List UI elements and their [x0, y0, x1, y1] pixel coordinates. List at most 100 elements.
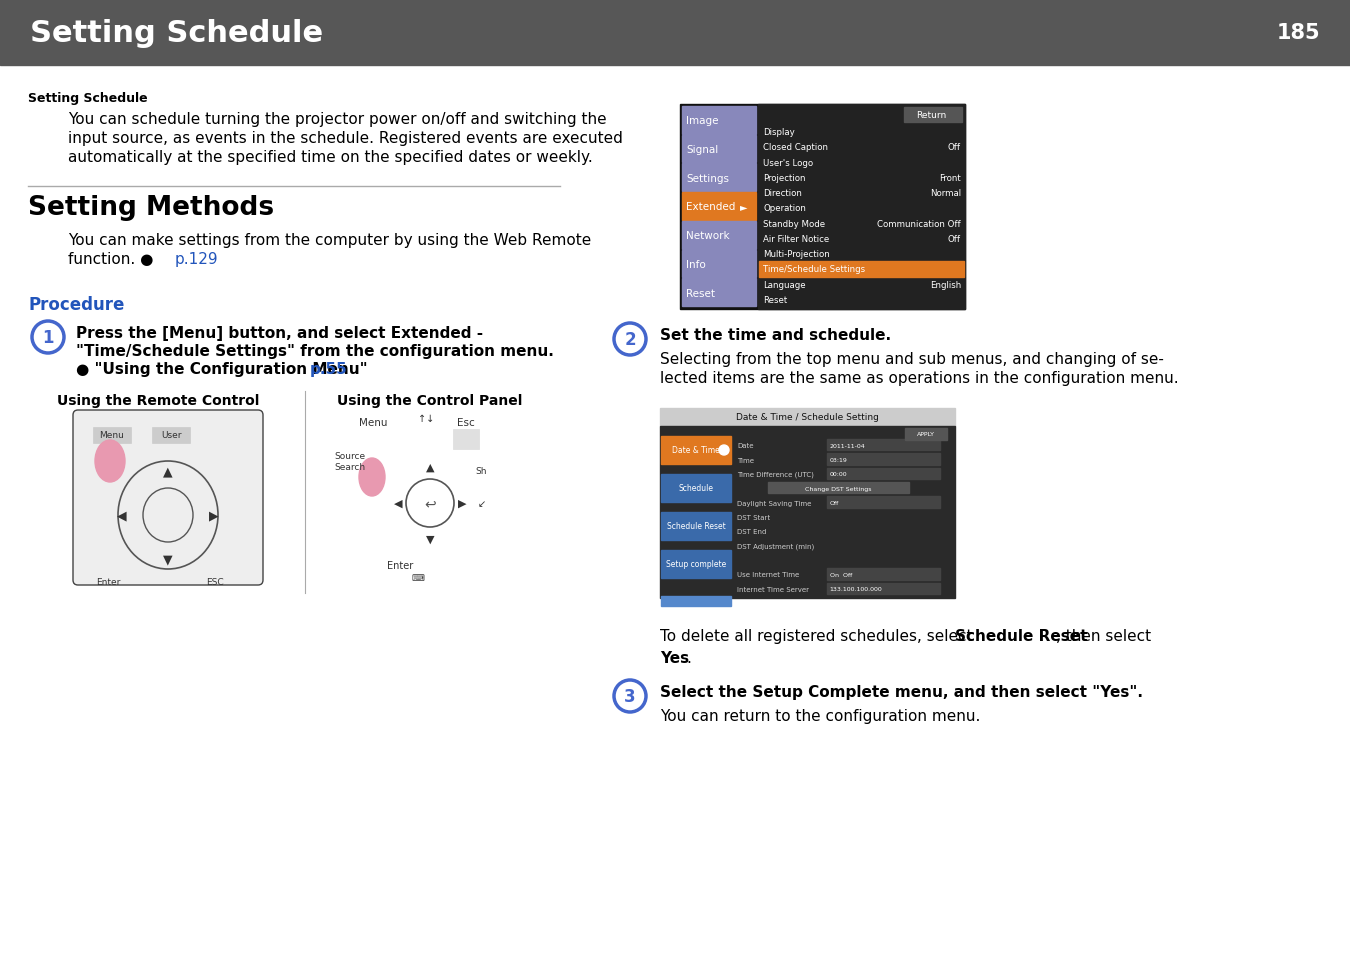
Text: Date & Time / Schedule Setting: Date & Time / Schedule Setting: [736, 413, 879, 422]
Bar: [826, 454, 940, 465]
Text: DST Start: DST Start: [737, 515, 769, 520]
Text: Extended: Extended: [686, 202, 736, 213]
Text: ▶: ▶: [209, 509, 219, 522]
Bar: [153, 428, 190, 443]
Bar: [680, 105, 965, 310]
FancyBboxPatch shape: [73, 411, 263, 585]
Text: Direction: Direction: [763, 189, 802, 198]
Text: Setting Schedule: Setting Schedule: [30, 18, 323, 48]
Text: Settings: Settings: [686, 173, 729, 184]
Text: Front: Front: [940, 173, 961, 183]
Text: Setup complete: Setup complete: [666, 560, 726, 569]
Text: Sh: Sh: [475, 467, 486, 476]
Text: Network: Network: [686, 231, 729, 241]
Text: Date: Date: [737, 443, 753, 449]
Bar: [682, 279, 756, 307]
Text: automatically at the specified time on the specified dates or weekly.: automatically at the specified time on t…: [68, 150, 593, 165]
Bar: [662, 551, 730, 578]
Text: Operation: Operation: [763, 204, 806, 213]
Text: DST Adjustment (min): DST Adjustment (min): [737, 543, 814, 549]
Text: ▲: ▲: [163, 465, 173, 478]
Text: Enter: Enter: [96, 578, 120, 586]
Text: Communication Off: Communication Off: [878, 219, 961, 229]
Text: User: User: [161, 431, 181, 440]
Text: User's Logo: User's Logo: [763, 158, 813, 168]
Text: 185: 185: [1276, 23, 1320, 43]
Bar: [826, 583, 940, 595]
Text: ▼: ▼: [163, 553, 173, 566]
Text: lected items are the same as operations in the configuration menu.: lected items are the same as operations …: [660, 371, 1179, 386]
Bar: [682, 251, 756, 278]
Bar: [682, 107, 756, 134]
Bar: [768, 482, 910, 494]
Text: Esc: Esc: [458, 417, 475, 428]
Text: 03:19: 03:19: [829, 457, 848, 462]
Text: Select the Setup Complete menu, and then select "Yes".: Select the Setup Complete menu, and then…: [660, 684, 1143, 700]
Text: Multi-Projection: Multi-Projection: [763, 250, 830, 259]
Text: Schedule Reset: Schedule Reset: [667, 522, 725, 531]
Bar: [660, 409, 954, 427]
Bar: [826, 439, 940, 451]
Text: Display: Display: [763, 128, 795, 137]
Text: 133.100.100.000: 133.100.100.000: [829, 587, 883, 592]
Bar: [660, 427, 954, 598]
Text: Date & Time: Date & Time: [672, 446, 720, 455]
Bar: [826, 569, 940, 580]
Text: Menu: Menu: [359, 417, 387, 428]
Text: Projection: Projection: [763, 173, 806, 183]
Bar: [682, 193, 756, 221]
Bar: [662, 597, 730, 606]
Text: Time: Time: [737, 457, 755, 463]
Text: ↙: ↙: [478, 498, 486, 509]
Bar: [662, 436, 730, 464]
Text: Setting Schedule: Setting Schedule: [28, 91, 147, 105]
Text: .: .: [686, 650, 691, 665]
Bar: [662, 475, 730, 502]
Bar: [757, 105, 965, 310]
Bar: [826, 497, 940, 508]
Text: Off: Off: [829, 500, 838, 506]
Bar: [826, 468, 940, 479]
Circle shape: [720, 446, 729, 456]
Text: Image: Image: [686, 116, 718, 126]
Text: Using the Control Panel: Using the Control Panel: [338, 394, 522, 408]
Text: 2: 2: [624, 331, 636, 349]
Text: English: English: [930, 280, 961, 290]
Text: 3: 3: [624, 687, 636, 705]
Text: Source
Search: Source Search: [333, 452, 364, 472]
Text: Use Internet Time: Use Internet Time: [737, 572, 799, 578]
Text: Time Difference (UTC): Time Difference (UTC): [737, 471, 814, 477]
Bar: [454, 430, 479, 450]
Text: Procedure: Procedure: [28, 295, 124, 314]
Bar: [662, 513, 730, 540]
Text: Air Filter Notice: Air Filter Notice: [763, 234, 829, 244]
Text: Time/Schedule Settings: Time/Schedule Settings: [763, 265, 865, 274]
Text: ▶: ▶: [458, 498, 466, 509]
Text: You can schedule turning the projector power on/off and switching the: You can schedule turning the projector p…: [68, 112, 606, 127]
Text: Setting Methods: Setting Methods: [28, 194, 274, 221]
Text: Menu: Menu: [100, 431, 124, 440]
Text: p.55: p.55: [310, 361, 348, 376]
Text: ● "Using the Configuration Menu": ● "Using the Configuration Menu": [76, 361, 367, 376]
Text: Press the [Menu] button, and select Extended -: Press the [Menu] button, and select Exte…: [76, 326, 483, 340]
Bar: [0, 0, 1350, 66]
Text: Schedule Reset: Schedule Reset: [954, 628, 1088, 643]
Text: Signal: Signal: [686, 145, 718, 155]
Text: You can return to the configuration menu.: You can return to the configuration menu…: [660, 708, 980, 723]
Text: Reset: Reset: [686, 289, 716, 298]
Ellipse shape: [95, 440, 126, 482]
Text: ↩: ↩: [424, 497, 436, 511]
Text: Yes: Yes: [660, 650, 688, 665]
Text: ◀: ◀: [117, 509, 127, 522]
Text: You can make settings from the computer by using the Web Remote: You can make settings from the computer …: [68, 233, 591, 248]
Bar: [682, 222, 756, 250]
Ellipse shape: [359, 458, 385, 497]
Text: Info: Info: [686, 259, 706, 270]
Text: Internet Time Server: Internet Time Server: [737, 586, 809, 592]
Text: "Time/Schedule Settings" from the configuration menu.: "Time/Schedule Settings" from the config…: [76, 344, 554, 358]
Text: On  Off: On Off: [829, 573, 852, 578]
Text: Using the Remote Control: Using the Remote Control: [57, 394, 259, 408]
Text: ESC: ESC: [207, 578, 224, 586]
Bar: [682, 164, 756, 192]
Text: ⌨: ⌨: [412, 574, 424, 582]
